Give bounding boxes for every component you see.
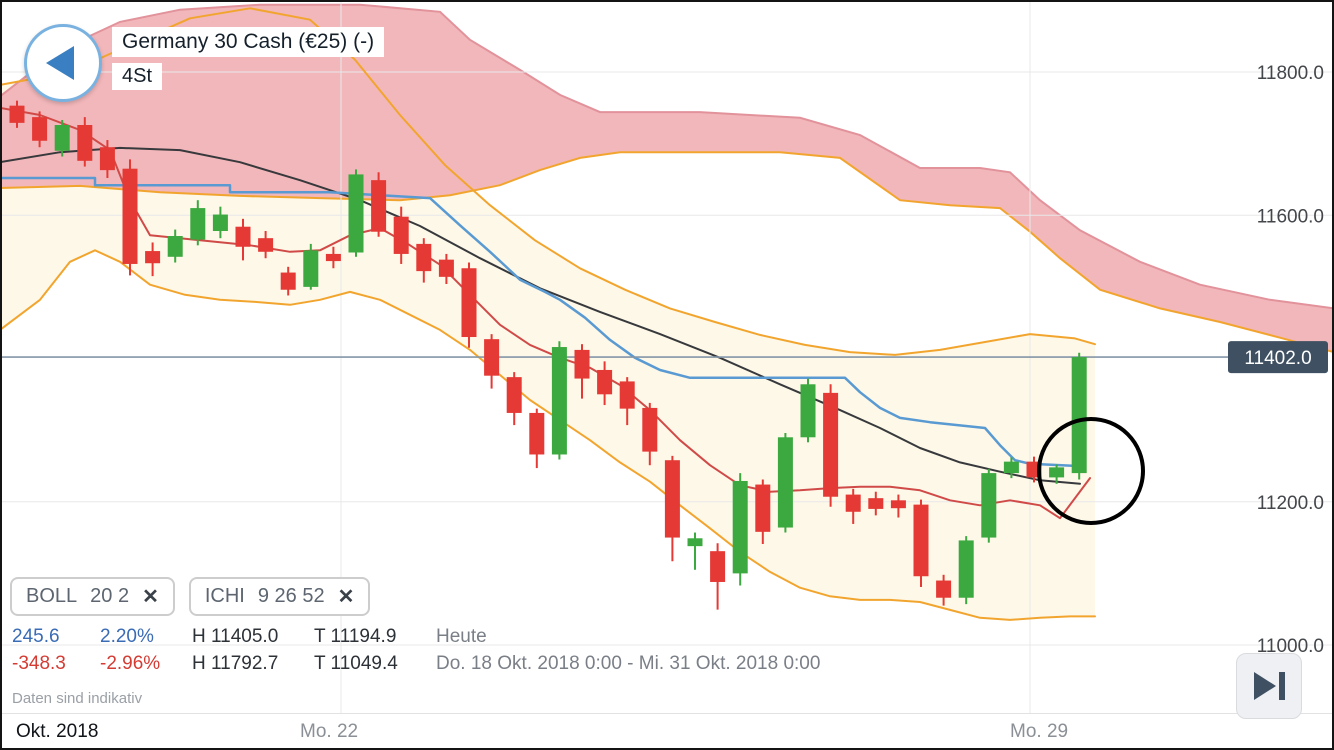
low-value: T 11049.4	[314, 652, 398, 674]
period-label: Do. 18 Okt. 2018 0:00 - Mi. 31 Okt. 2018…	[436, 652, 821, 674]
fast-forward-icon	[1253, 672, 1276, 700]
annotation-circle	[1037, 417, 1145, 525]
kumo-cloud	[0, 4, 1334, 353]
fast-forward-button[interactable]	[1236, 653, 1302, 719]
bollinger-upper-line	[0, 7, 1096, 356]
price-axis: 11800.0 11600.0 11200.0 11000.0	[1257, 63, 1324, 657]
period-label: Heute	[436, 625, 487, 647]
indicator-label: ICHI	[204, 585, 245, 607]
time-axis-label: Mo. 22	[300, 721, 359, 742]
current-price-badge	[1228, 341, 1328, 374]
time-axis: Okt. 2018 Mo. 22 Mo. 29	[0, 713, 1334, 750]
time-axis-label: Mo. 29	[1010, 721, 1069, 742]
instrument-title: Germany 30 Cash (€25) (-)	[112, 27, 385, 57]
indicator-chip-ichi[interactable]: ICHI 9 26 52 ✕	[188, 577, 371, 616]
back-icon	[46, 46, 74, 80]
fast-forward-bar-icon	[1278, 672, 1285, 700]
indicator-params: 9 26 52	[257, 585, 325, 607]
change-value: 245.6	[12, 625, 60, 647]
indicator-chips: BOLL 20 2 ✕ ICHI 9 26 52 ✕	[10, 577, 371, 616]
remove-indicator-icon[interactable]: ✕	[142, 586, 159, 608]
disclaimer-text: Daten sind indikativ	[12, 690, 143, 707]
kijun-line	[0, 176, 1077, 468]
kumo-lower-edge	[0, 151, 1334, 354]
remove-indicator-icon[interactable]: ✕	[337, 586, 355, 608]
stats-row-today: 245.6 2.20% H 11405.0 T 11194.9 Heute	[12, 623, 820, 650]
timeframe-label: 4St	[112, 63, 163, 90]
change-percent: 2.20%	[100, 625, 154, 647]
indicator-chip-boll[interactable]: BOLL 20 2 ✕	[10, 577, 175, 616]
stats-row-range: -348.3 -2.96% H 11792.7 T 11049.4 Do. 18…	[12, 650, 820, 677]
high-value: H 11792.7	[192, 652, 279, 674]
indicator-label: BOLL	[26, 585, 78, 607]
time-axis-label: Okt. 2018	[16, 721, 99, 742]
price-axis-label: 11000.0	[1257, 636, 1324, 657]
change-value: -348.3	[12, 652, 66, 674]
change-percent: -2.96%	[100, 652, 161, 674]
stats-panel: 245.6 2.20% H 11405.0 T 11194.9 Heute -3…	[12, 623, 820, 677]
current-price-label: 11402.0	[1244, 348, 1311, 369]
price-axis-label: 11800.0	[1257, 63, 1324, 84]
indicator-params: 20 2	[90, 585, 130, 607]
kumo-upper-edge	[0, 3, 1334, 310]
low-value: T 11194.9	[314, 625, 397, 647]
high-value: H 11405.0	[192, 625, 279, 647]
price-axis-label: 11600.0	[1257, 206, 1324, 227]
back-button[interactable]	[24, 24, 102, 102]
moving-average-line	[0, 146, 1081, 485]
price-axis-label: 11200.0	[1257, 493, 1324, 514]
